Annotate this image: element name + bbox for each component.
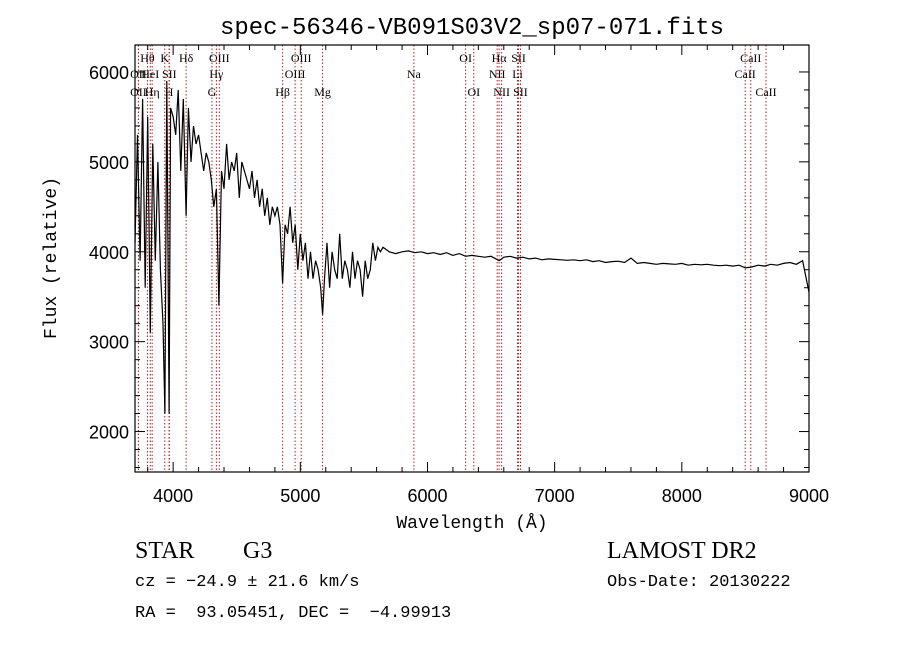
line-label-27: CaII (755, 85, 776, 99)
object-subclass: G3 (243, 538, 273, 564)
x-tick-label-2: 6000 (407, 486, 447, 506)
line-label-24: SII (513, 85, 528, 99)
x-tick-label-4: 8000 (662, 486, 702, 506)
object-class: STAR (135, 538, 195, 564)
line-label-9: OIII (209, 51, 230, 65)
redshift-velocity: cz = −24.9 ± 21.6 km/s (135, 573, 360, 592)
plot-frame (134, 44, 810, 473)
line-label-18: OI (467, 85, 480, 99)
observation-date: Obs-Date: 20130222 (607, 573, 791, 592)
line-label-11: G (208, 85, 217, 99)
line-label-7: H (165, 85, 174, 99)
line-label-12: OIII (291, 51, 312, 65)
x-axis: 4000 5000 6000 7000 8000 9000 (147, 45, 829, 506)
x-tick-label-3: 7000 (535, 486, 575, 506)
line-label-22: Li (512, 67, 523, 81)
line-label-21: NII (489, 67, 506, 81)
chart-title: spec-56346-VB091S03V2_sp07-071.fits (220, 15, 724, 42)
y-tick-label-0: 2000 (89, 423, 129, 443)
line-label-5: K (160, 51, 169, 65)
coordinates: RA = 93.05451, DEC = −4.99913 (135, 604, 452, 623)
x-tick-label-0: 4000 (153, 486, 193, 506)
line-label-4: Hη (145, 85, 160, 99)
line-label-20: SII (511, 51, 526, 65)
x-tick-label-5: 9000 (789, 486, 829, 506)
y-tick-label-2: 4000 (89, 243, 129, 263)
line-label-19: Hα (492, 51, 508, 65)
y-tick-label-1: 3000 (89, 333, 129, 353)
x-tick-label-1: 5000 (280, 486, 320, 506)
line-label-26: CaII (734, 67, 755, 81)
line-label-14: Hβ (275, 85, 290, 99)
line-label-8: Hδ (179, 51, 194, 65)
line-label-3: HeI (141, 67, 159, 81)
line-label-15: Mg (314, 85, 331, 99)
y-axis-label: Flux (relative) (42, 177, 62, 339)
line-label-2: OII (130, 85, 147, 99)
line-label-16: Na (407, 67, 422, 81)
line-label-10: Hγ (209, 67, 224, 81)
y-tick-label-4: 6000 (89, 63, 129, 83)
x-axis-label: Wavelength (Å) (396, 513, 547, 534)
survey-name: LAMOST DR2 (607, 538, 757, 564)
y-tick-label-3: 5000 (89, 153, 129, 173)
y-axis: 2000 3000 4000 5000 6000 (89, 63, 809, 469)
line-label-25: CaII (740, 51, 761, 65)
line-label-0: Hθ (140, 51, 155, 65)
line-label-23: NII (493, 85, 510, 99)
line-label-17: OI (459, 51, 472, 65)
spectrum-series-line (134, 80, 810, 414)
line-label-13: OIII (285, 67, 306, 81)
